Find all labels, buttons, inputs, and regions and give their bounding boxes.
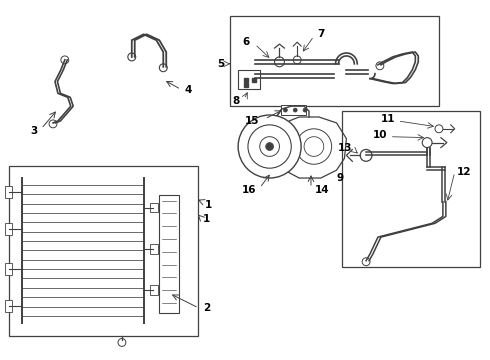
Circle shape bbox=[376, 62, 384, 70]
Text: 10: 10 bbox=[373, 130, 388, 140]
Circle shape bbox=[303, 108, 307, 112]
Text: 4: 4 bbox=[185, 85, 192, 95]
Circle shape bbox=[283, 108, 287, 112]
Polygon shape bbox=[279, 117, 346, 178]
Circle shape bbox=[293, 108, 297, 112]
Text: 8: 8 bbox=[233, 96, 240, 106]
Bar bbox=[159, 195, 179, 313]
Circle shape bbox=[248, 125, 291, 168]
Text: 7: 7 bbox=[317, 29, 324, 39]
Circle shape bbox=[49, 120, 57, 128]
Text: 15: 15 bbox=[245, 116, 260, 126]
Bar bbox=[150, 203, 158, 212]
Circle shape bbox=[360, 149, 372, 161]
Bar bbox=[5, 186, 12, 198]
Text: 16: 16 bbox=[242, 185, 256, 195]
Bar bbox=[238, 70, 260, 89]
Circle shape bbox=[362, 258, 370, 266]
Bar bbox=[5, 223, 12, 235]
Circle shape bbox=[128, 53, 136, 61]
Text: 12: 12 bbox=[457, 167, 471, 177]
Text: 6: 6 bbox=[243, 37, 250, 47]
Bar bbox=[5, 263, 12, 275]
Circle shape bbox=[61, 56, 69, 64]
Bar bbox=[281, 105, 306, 115]
Text: 2: 2 bbox=[203, 303, 210, 313]
Circle shape bbox=[238, 115, 301, 178]
Circle shape bbox=[159, 64, 167, 72]
Bar bbox=[9, 166, 198, 336]
Circle shape bbox=[118, 338, 126, 346]
Text: 3: 3 bbox=[30, 126, 37, 136]
Circle shape bbox=[296, 129, 332, 164]
Text: 5: 5 bbox=[217, 59, 224, 69]
Circle shape bbox=[435, 125, 443, 133]
Text: 1: 1 bbox=[203, 215, 210, 224]
Bar bbox=[343, 111, 480, 267]
Circle shape bbox=[266, 143, 273, 150]
Text: 13: 13 bbox=[338, 144, 352, 153]
Text: 11: 11 bbox=[381, 114, 395, 124]
Text: 1: 1 bbox=[205, 199, 212, 210]
Bar bbox=[5, 300, 12, 312]
Bar bbox=[150, 244, 158, 254]
Text: 14: 14 bbox=[315, 185, 330, 195]
Circle shape bbox=[304, 137, 324, 156]
Circle shape bbox=[422, 138, 432, 148]
Bar bbox=[230, 15, 439, 106]
Circle shape bbox=[260, 137, 279, 156]
Bar bbox=[150, 285, 158, 295]
Circle shape bbox=[274, 57, 284, 67]
Circle shape bbox=[293, 56, 301, 64]
Text: 9: 9 bbox=[337, 173, 343, 183]
